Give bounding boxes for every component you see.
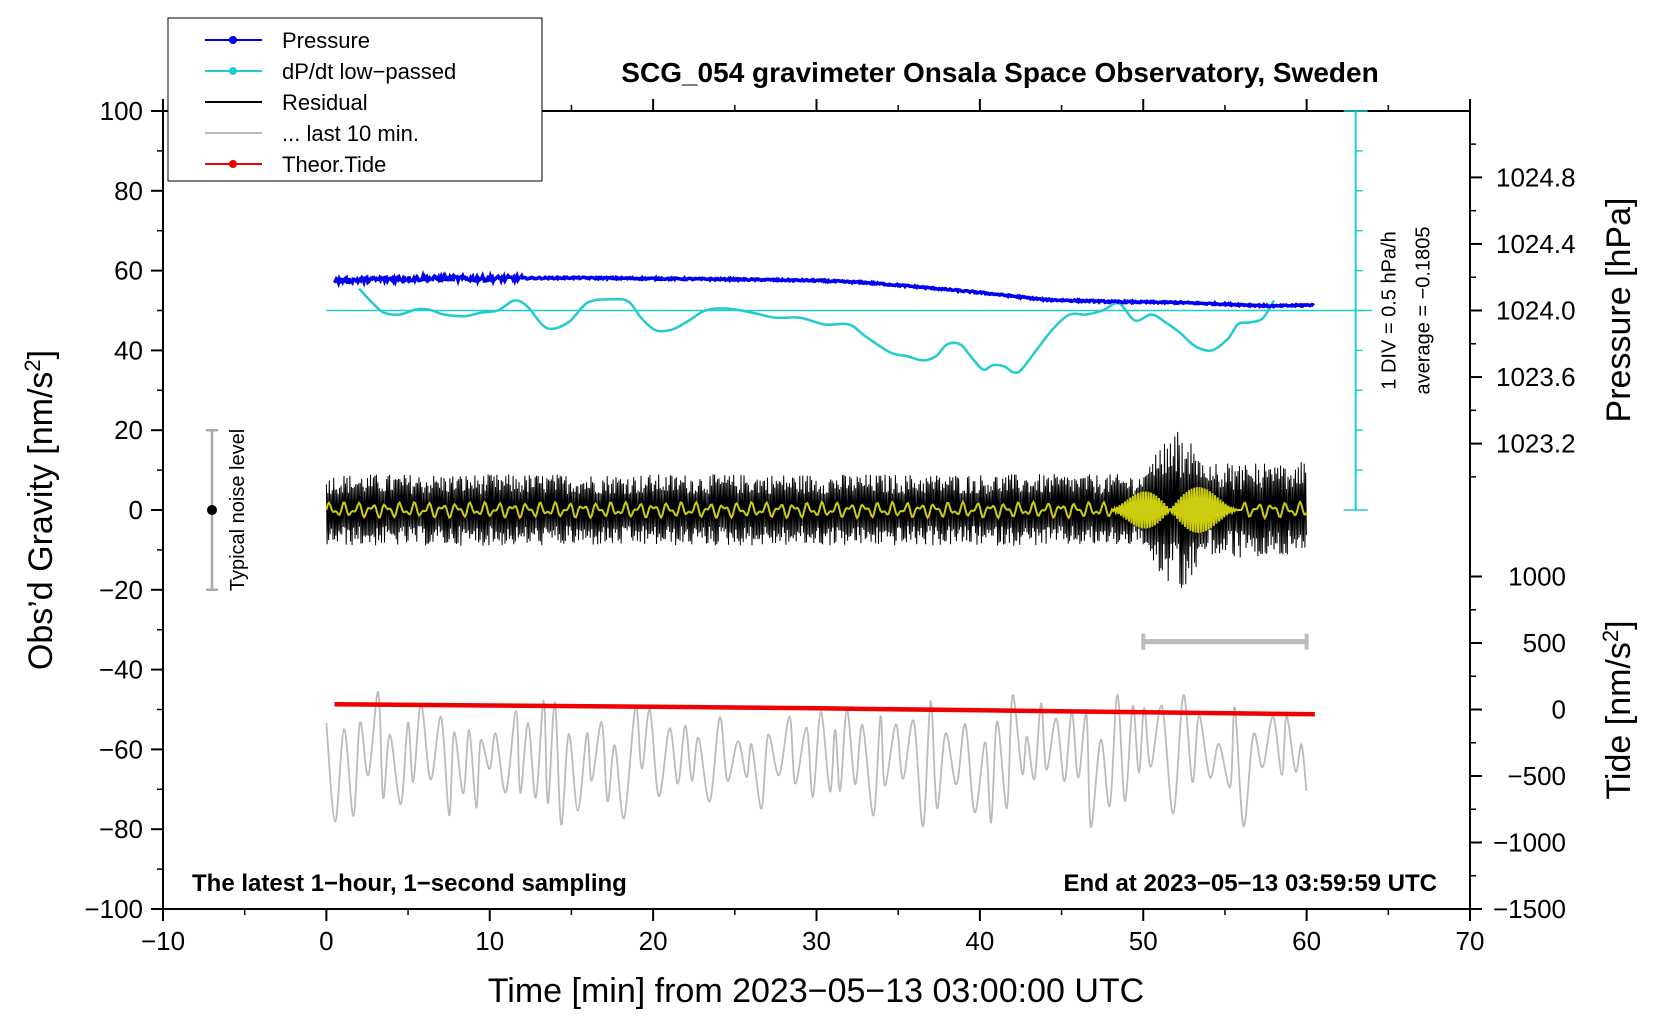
tide-label-base: Tide [nm/s [1600,642,1638,799]
series-residual-lowpass [325,487,1308,533]
pressure-tick-label: 1023.6 [1496,362,1576,392]
y-axis-label-pressure: Pressure [hPa] [1600,198,1638,423]
x-tick-label: 40 [965,926,994,956]
legend-label: Residual [282,90,368,115]
y-label-close: ] [22,350,60,359]
y-label-sup: 2 [20,359,45,371]
pressure-tick-label: 1024.0 [1496,296,1576,326]
y-tick-label: −20 [99,575,143,605]
chart-title: SCG_054 gravimeter Onsala Space Observat… [621,57,1378,88]
tide-tick-label: −1500 [1493,894,1566,924]
legend-marker [229,160,237,168]
x-tick-label: 0 [319,926,333,956]
y-tick-label: 40 [114,335,143,365]
legend-label: ... last 10 min. [282,121,419,146]
annotation-layer: Typical noise level 1 DIV = 0.5 hPa/h aver… [206,110,1435,650]
annotation-end-time: End at 2023−05−13 03:59:59 UTC [1063,870,1437,897]
legend-label: dP/dt low−passed [282,59,456,84]
y-tick-label: −40 [99,655,143,685]
tide-tick-label: 1000 [1508,562,1566,592]
x-tick-label: 10 [475,926,504,956]
y-tick-label: 20 [114,415,143,445]
y-axis-label-gravity: Obs’d Gravity [nm/s2] [20,350,60,670]
y-tick-label: 100 [100,96,143,126]
y-axis-label-tide: Tide [nm/s2] [1598,620,1638,799]
pressure-tick-label: 1023.2 [1496,429,1576,459]
pressure-tick-label: 1024.4 [1496,229,1576,259]
legend-label: Pressure [282,28,370,53]
legend-marker [229,36,237,44]
x-tick-label: 30 [802,926,831,956]
series-theor-tide [334,702,1315,717]
series-pressure [332,269,1315,310]
x-tick-label: −10 [141,926,185,956]
div-scale-label: 1 DIV = 0.5 hPa/h [1379,231,1401,389]
y-label-base: Obs’d Gravity [nm/s [22,372,60,671]
x-axis-label: Time [min] from 2023−05−13 03:00:00 UTC [488,972,1144,1010]
legend-items: Pressure dP/dt low−passed Residual ... last… [205,28,456,177]
tide-tick-label: −1000 [1493,827,1566,857]
legend-box [167,17,543,182]
tide-tick-label: −500 [1507,761,1566,791]
legend: Pressure dP/dt low−passed Residual ... last… [167,17,543,182]
y-tick-label: 80 [114,176,143,206]
legend-marker [229,67,237,75]
annotation-latest-hour: The latest 1−hour, 1−second sampling [192,870,627,897]
y-tick-label: −60 [99,734,143,764]
series-residual [325,431,1307,588]
y-tick-label: −100 [84,894,143,924]
x-tick-label: 50 [1129,926,1158,956]
noise-level-dot [207,505,218,515]
x-tick-label: 20 [639,926,668,956]
x-tick-label: 60 [1292,926,1321,956]
y-tick-label: −80 [99,814,143,844]
tide-label-sup: 2 [1598,630,1623,642]
y-tick-label: 0 [129,495,143,525]
tide-tick-label: 500 [1523,628,1566,658]
legend-label: Theor.Tide [282,152,386,177]
x-tick-label: 70 [1456,926,1485,956]
pressure-tick-label: 1024.8 [1496,162,1576,192]
y-tick-label: 60 [114,256,143,286]
div-average-label: average = −0.1805 [1413,227,1435,395]
series-last-10-min [325,691,1308,828]
tide-label-close: ] [1600,620,1638,629]
axis-ticks: −10 0 10 20 30 40 50 60 70−100−80−60−40−20020406… [84,96,1575,956]
series-layer [325,269,1372,828]
series-dpdt [358,287,1276,375]
tide-tick-label: 0 [1552,695,1566,725]
noise-level-label: Typical noise level [227,429,249,591]
